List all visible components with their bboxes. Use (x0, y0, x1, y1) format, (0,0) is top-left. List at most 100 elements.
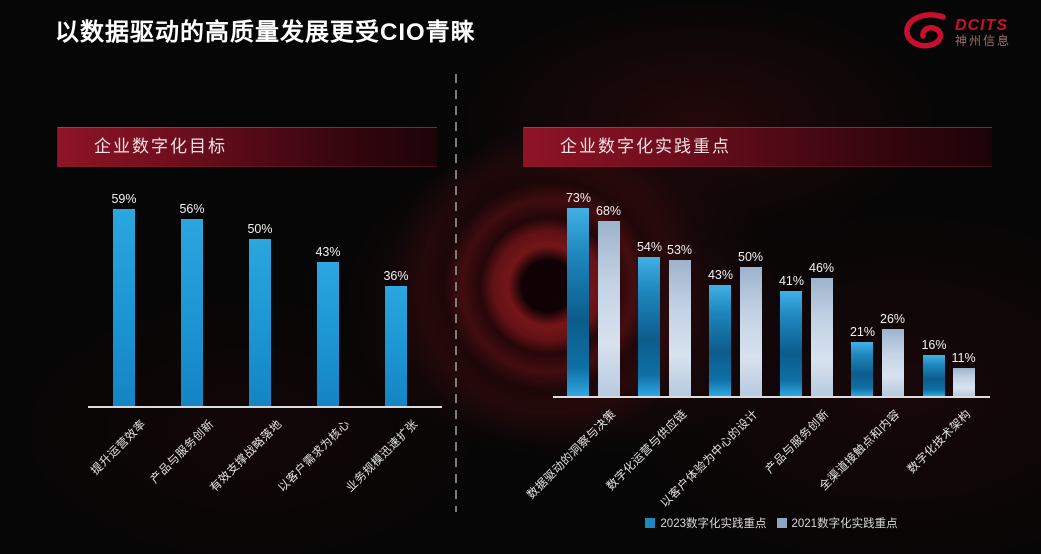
bar-group: 50% (738, 250, 763, 396)
bar-value-label: 43% (707, 268, 733, 282)
right-panel-title: 企业数字化实践重点 (560, 137, 731, 156)
bar (113, 209, 135, 406)
bar-group: 50% (247, 222, 273, 406)
category-cell: 全渠道接触点和内容 (817, 402, 913, 514)
bar-group: 16% (921, 338, 946, 396)
bar-value-label: 54% (636, 240, 662, 254)
legend-label: 2023数字化实践重点 (660, 518, 767, 530)
bar-value-label: 53% (667, 243, 693, 257)
legend-swatch (645, 518, 656, 528)
bar-value-label: 41% (778, 274, 804, 288)
bar (385, 286, 407, 406)
category-cell: 数据驱动的洞察与决策 (525, 402, 629, 514)
bar-group: 43% (708, 268, 733, 396)
category-cell: 提升运营效率 (89, 412, 158, 524)
bar-group: 73% (566, 191, 591, 396)
legend-swatch (776, 518, 787, 528)
goal-bar-cell: 59% (90, 192, 158, 406)
legend-item: 2023数字化实践重点 (645, 515, 767, 531)
goal-bar-cell: 43% (294, 196, 362, 406)
category-label: 产品与服务创新 (763, 408, 832, 477)
bar-group: 26% (880, 312, 905, 396)
bar-pair: 43% 50% (708, 250, 763, 396)
bar-group: 68% (596, 204, 621, 396)
practice-chart-category-labels: 数据驱动的洞察与决策 数字化运营与供应链 以客户体验为中心的设计 产品与服务创新 全渠道… (525, 402, 984, 514)
practice-bar-cell: 43% 50% (700, 200, 771, 396)
bar-value-label: 68% (596, 204, 622, 218)
practice-bar-cell: 41% 46% (771, 200, 842, 396)
bar (709, 285, 732, 396)
goal-chart-axis (88, 406, 442, 408)
bar (881, 329, 904, 396)
bar (317, 262, 339, 406)
practice-bar-cell: 54% 53% (629, 200, 700, 396)
practice-bar-cell: 21% 26% (842, 200, 913, 396)
bar-value-label: 59% (111, 192, 137, 206)
logo-brand-text: DCITS (955, 17, 1008, 35)
bar-group: 41% (779, 274, 804, 396)
bar-value-label: 50% (247, 222, 273, 236)
bar-group: 43% (315, 245, 341, 406)
category-cell: 业务规模迅速扩张 (344, 412, 430, 524)
bar-group: 36% (383, 269, 409, 406)
practice-chart-axis (553, 396, 990, 398)
bar-pair: 73% 68% (566, 191, 621, 396)
bar-group: 46% (809, 261, 834, 396)
bar-group: 59% (111, 192, 137, 406)
bar (739, 267, 762, 396)
practice-bar-cell: 16% 11% (913, 200, 984, 396)
bar (668, 260, 691, 396)
bar-value-label: 56% (179, 202, 205, 216)
category-cell: 有效支撑战略落地 (208, 412, 294, 524)
bar-value-label: 36% (383, 269, 409, 283)
vertical-dashed-divider (455, 74, 457, 512)
right-panel-header: 企业数字化实践重点 (523, 127, 992, 167)
bar-value-label: 26% (880, 312, 906, 326)
bar-group: 11% (951, 351, 976, 396)
goal-chart-category-labels: 提升运营效率 产品与服务创新 有效支撑战略落地 以客户需求为核心 业务规模迅速扩张 (89, 412, 430, 524)
category-label: 提升运营效率 (89, 418, 149, 478)
bar-value-label: 43% (315, 245, 341, 259)
practice-bar-cell: 73% 68% (558, 191, 629, 396)
dcits-swirl-icon (903, 10, 949, 55)
bar-value-label: 50% (738, 250, 764, 264)
goal-bar-cell: 50% (226, 196, 294, 406)
bar-value-label: 11% (951, 351, 976, 365)
bar-group: 53% (667, 243, 692, 396)
legend-item: 2021数字化实践重点 (776, 515, 898, 531)
category-label: 产品与服务创新 (148, 418, 217, 487)
category-cell: 产品与服务创新 (763, 402, 842, 514)
bar-group: 21% (850, 325, 875, 396)
bar (922, 355, 945, 396)
goal-bar-cell: 36% (362, 196, 430, 406)
goal-chart-bars: 59% 56% 50% 43% 36% (90, 192, 430, 406)
bar-group: 54% (637, 240, 662, 396)
bar (780, 291, 803, 396)
category-cell: 产品与服务创新 (149, 412, 226, 524)
bar-pair: 54% 53% (637, 240, 692, 396)
bar (638, 257, 661, 396)
bar (851, 342, 874, 396)
left-panel-header: 企业数字化目标 (57, 127, 437, 167)
category-cell: 数字化技术架构 (905, 402, 984, 514)
bar (952, 368, 975, 396)
bar (181, 219, 203, 406)
practice-chart-bars: 73% 68% 54% 53% 43% 50% 41% 46% 21% 26% 16% 11% (558, 191, 984, 396)
bar-value-label: 21% (849, 325, 875, 339)
category-label: 数字化技术架构 (905, 408, 974, 477)
bar (567, 208, 590, 396)
logo-company-text: 神州信息 (955, 33, 1012, 48)
bar-value-label: 16% (921, 338, 947, 352)
left-panel-title: 企业数字化目标 (94, 137, 227, 156)
bar (810, 278, 833, 396)
bar-pair: 21% 26% (850, 312, 905, 396)
category-label: 数据驱动的洞察与决策 (524, 408, 619, 502)
category-cell: 以客户体验为中心的设计 (658, 402, 771, 514)
bar-group: 56% (179, 202, 205, 406)
bar-pair: 16% 11% (921, 338, 976, 396)
bar (249, 239, 271, 406)
practice-chart-legend: 2023数字化实践重点 2021数字化实践重点 (553, 515, 990, 531)
legend-label: 2021数字化实践重点 (791, 518, 898, 530)
dcits-logo: DCITS 神州信息 (903, 10, 1011, 55)
goal-bar-cell: 56% (158, 196, 226, 406)
